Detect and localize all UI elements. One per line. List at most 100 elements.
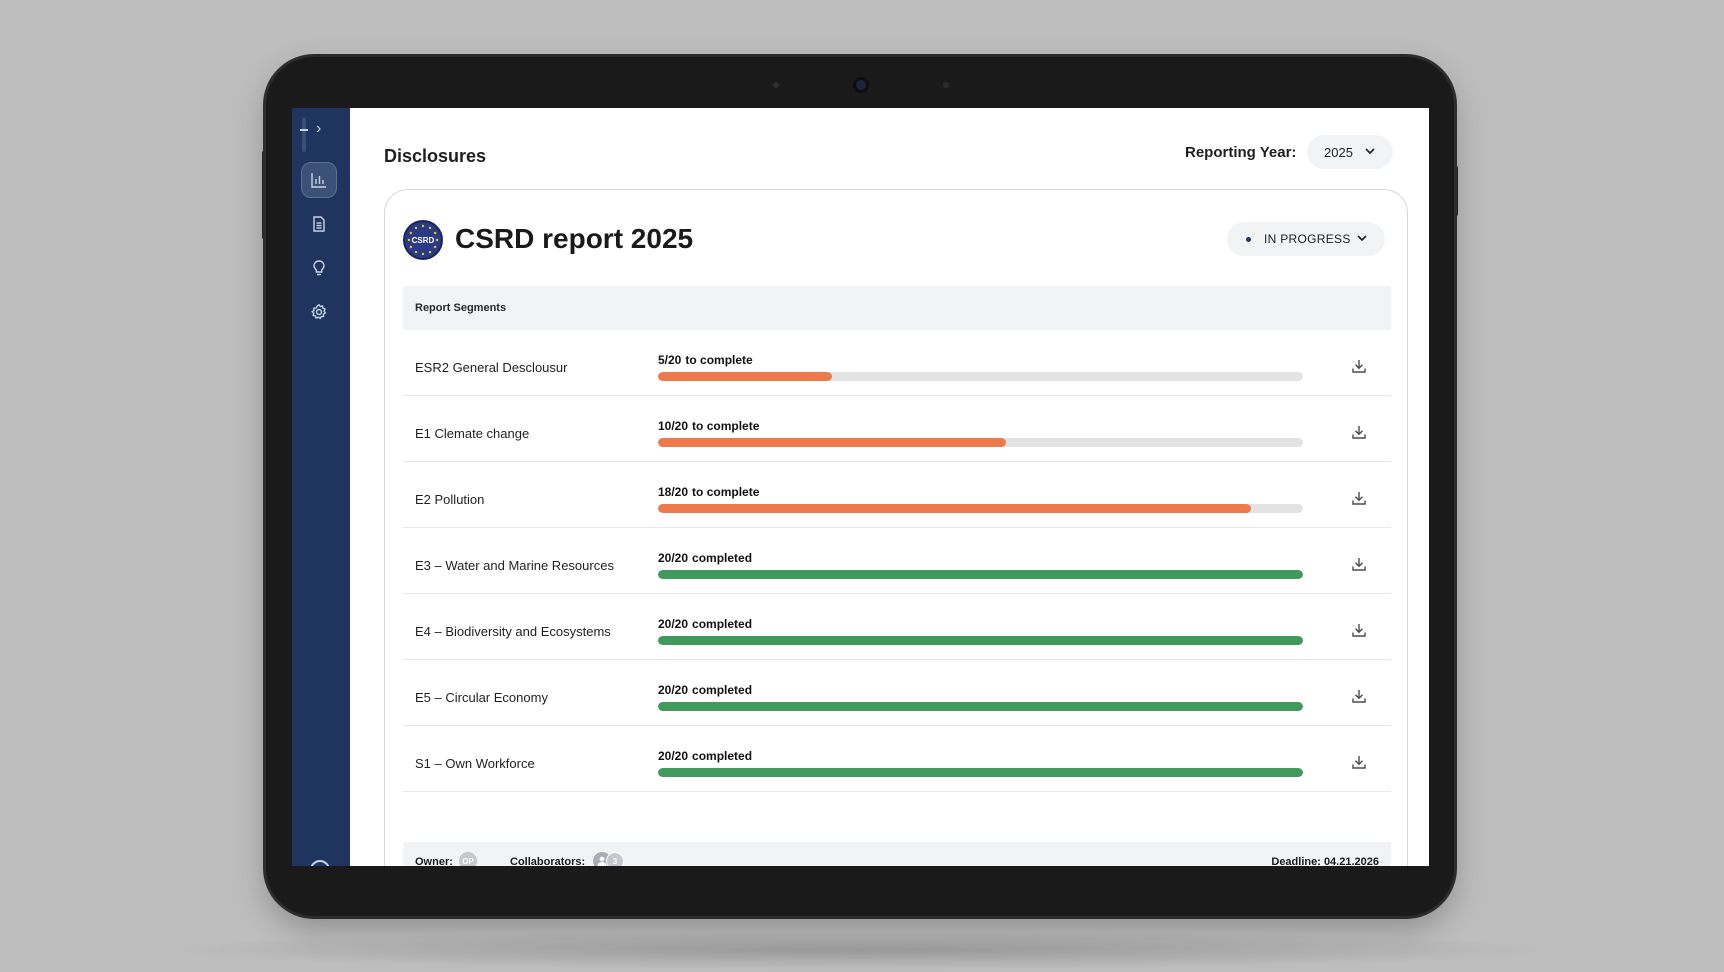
device-shadow	[160, 930, 1560, 970]
document-icon	[313, 216, 325, 232]
sidebar-collapse-toggle[interactable]: ›	[300, 116, 340, 152]
segment-row[interactable]: E5 – Circular Economy 20/20 completed	[403, 660, 1391, 726]
download-icon	[1352, 690, 1366, 703]
chevron-right-icon: ›	[316, 120, 322, 137]
download-button[interactable]	[1349, 356, 1369, 376]
gear-icon	[311, 303, 327, 320]
segment-status: completed	[692, 683, 753, 697]
progress-fill	[658, 768, 1303, 777]
download-button[interactable]	[1349, 422, 1369, 442]
report-card: CSRD CSRD report 2025 IN PROGRESS Report…	[384, 189, 1408, 866]
progress-fill	[658, 570, 1303, 579]
segment-row[interactable]: ESR2 General Desclousur 5/20 to complete	[403, 330, 1391, 396]
reporting-year-value: 2025	[1324, 144, 1353, 160]
segment-count: 20/20	[658, 683, 689, 697]
download-icon	[1352, 756, 1366, 769]
page-title: Disclosures	[384, 146, 487, 166]
download-icon	[1352, 624, 1366, 637]
user-icon	[597, 856, 607, 866]
reporting-year-select[interactable]: 2025	[1307, 135, 1393, 169]
segment-status: to complete	[692, 485, 760, 499]
segment-status: to complete	[685, 353, 753, 367]
segment-progress-label: 20/20 completed	[658, 683, 756, 697]
segment-status: completed	[692, 749, 753, 763]
segment-status: completed	[692, 551, 753, 565]
sidebar-handle	[302, 118, 306, 152]
segment-name: ESR2 General Desclousur	[415, 360, 568, 375]
segment-name: E1 Clemate change	[415, 426, 530, 441]
chevron-down-icon	[1365, 148, 1375, 155]
collaborators-label: Collaborators:	[510, 856, 586, 866]
sidebar-item-documents[interactable]	[301, 206, 337, 242]
segment-row[interactable]: E4 – Biodiversity and Ecosystems 20/20 com…	[403, 594, 1391, 660]
minus-icon	[300, 129, 308, 131]
segment-progress-label: 20/20 completed	[658, 749, 756, 763]
app-screen: › Disclosures Reporting Year: 20	[292, 108, 1429, 866]
segment-name: E5 – Circular Economy	[415, 690, 548, 705]
reporting-year-label: Reporting Year:	[1185, 144, 1297, 161]
download-button[interactable]	[1349, 488, 1369, 508]
download-button[interactable]	[1349, 554, 1369, 574]
segment-name: E3 – Water and Marine Resources	[415, 558, 614, 573]
download-icon	[1352, 492, 1366, 505]
download-icon	[1352, 360, 1366, 373]
segment-name: E4 – Biodiversity and Ecosystems	[415, 624, 611, 639]
segment-row[interactable]: E3 – Water and Marine Resources 20/20 comp…	[403, 528, 1391, 594]
segment-count: 5/20	[658, 353, 682, 367]
segment-progress-label: 10/20 to complete	[658, 419, 763, 433]
collaborators-count[interactable]: 3	[606, 852, 624, 866]
tablet-side-button	[262, 150, 268, 240]
progress-track	[658, 504, 1303, 513]
chart-icon	[311, 173, 326, 188]
progress-track	[658, 702, 1303, 711]
segment-progress-label: 5/20 to complete	[658, 353, 757, 367]
progress-fill	[658, 636, 1303, 645]
download-button[interactable]	[1349, 686, 1369, 706]
segment-row[interactable]: E2 Pollution 18/20 to complete	[403, 462, 1391, 528]
progress-track	[658, 570, 1303, 579]
segment-row[interactable]: E1 Clemate change 10/20 to complete	[403, 396, 1391, 462]
report-title: CSRD report 2025	[455, 223, 694, 254]
segment-name: S1 – Own Workforce	[415, 756, 535, 771]
progress-fill	[658, 702, 1303, 711]
tablet-side-button-right	[1452, 165, 1458, 217]
status-label: IN PROGRESS	[1264, 232, 1351, 246]
segment-status: completed	[692, 617, 753, 631]
status-dot	[1246, 237, 1251, 242]
progress-track	[658, 372, 1303, 381]
sidebar: ›	[292, 108, 350, 866]
deadline: Deadline: 04.21.2026	[1271, 856, 1379, 866]
progress-track	[658, 768, 1303, 777]
segment-progress-label: 18/20 to complete	[658, 485, 763, 499]
lightbulb-icon	[313, 260, 325, 276]
tablet-sensor-right	[943, 82, 949, 88]
segment-progress-label: 20/20 completed	[658, 617, 756, 631]
sidebar-item-settings[interactable]	[301, 294, 337, 330]
segment-status: to complete	[692, 419, 760, 433]
segment-progress-label: 20/20 completed	[658, 551, 756, 565]
download-button[interactable]	[1349, 752, 1369, 772]
sidebar-item-dashboard[interactable]	[301, 162, 337, 198]
segment-row[interactable]: S1 – Own Workforce 20/20 completed	[403, 726, 1391, 792]
progress-fill	[658, 504, 1252, 513]
segment-count: 20/20	[658, 617, 689, 631]
segment-count: 20/20	[658, 551, 689, 565]
download-button[interactable]	[1349, 620, 1369, 640]
segment-count: 10/20	[658, 419, 689, 433]
chevron-down-icon	[1357, 235, 1367, 242]
tablet-camera	[853, 77, 869, 93]
segment-count: 20/20	[658, 749, 689, 763]
csrd-logo-text: CSRD	[410, 235, 436, 245]
sidebar-item-insights[interactable]	[301, 250, 337, 286]
user-avatar[interactable]	[310, 860, 330, 866]
csrd-logo: CSRD	[403, 220, 443, 260]
status-dropdown[interactable]: IN PROGRESS	[1227, 222, 1385, 256]
owner-avatar[interactable]: OP	[459, 852, 477, 866]
segment-name: E2 Pollution	[415, 492, 485, 507]
owner-label: Owner:	[415, 856, 453, 866]
progress-fill	[658, 438, 1007, 447]
tablet-sensor-left	[773, 82, 779, 88]
report-footer: Owner: OP Collaborators: 3 Deadline: 04.…	[403, 842, 1391, 866]
progress-fill	[658, 372, 833, 381]
progress-track	[658, 438, 1303, 447]
